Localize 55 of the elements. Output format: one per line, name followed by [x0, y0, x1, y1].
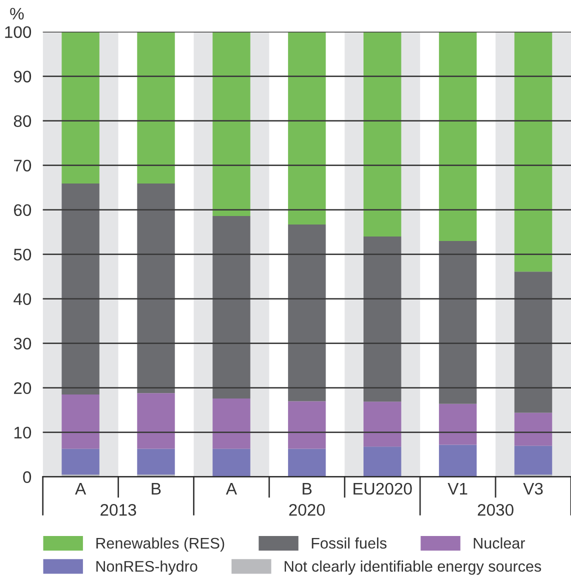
x-tick-label: EU2020	[354, 482, 412, 495]
bar	[62, 32, 100, 184]
y-tick-label: 80	[14, 115, 32, 128]
y-tick-label: 60	[14, 204, 32, 216]
bar	[364, 236, 402, 402]
y-tick-label: 30	[14, 338, 32, 350]
bar	[364, 402, 402, 447]
text: 2020	[289, 504, 325, 516]
x-tick-label: B	[152, 483, 161, 494]
bar	[364, 446, 402, 477]
legend-label: Renewables (RES)	[96, 537, 224, 552]
bar	[212, 448, 250, 477]
bar	[514, 32, 552, 272]
x-tick-label: V3	[523, 482, 543, 495]
bar	[288, 224, 326, 402]
x-tick-label: B	[302, 483, 312, 494]
bar	[137, 32, 175, 184]
bar	[137, 393, 175, 449]
y-axis-title: %	[10, 8, 24, 20]
bar	[212, 398, 250, 449]
text: 2030	[478, 504, 514, 516]
y-tick-label: 70	[14, 160, 32, 172]
bar	[514, 272, 552, 413]
bar	[514, 446, 552, 475]
y-tick-label: 20	[14, 382, 32, 394]
x-tick-label: V1	[448, 483, 468, 494]
legend-label: Nuclear	[474, 537, 525, 549]
legend-label: Not clearly identifiable energy sources	[284, 560, 542, 575]
y-tick-label: 50	[14, 248, 32, 261]
bar	[212, 32, 250, 216]
bar	[438, 404, 477, 445]
bar	[137, 184, 175, 394]
y-tick-label: 90	[14, 70, 32, 82]
bar	[137, 448, 175, 475]
legend-label: NonRES-hydro	[96, 560, 198, 575]
bar	[438, 240, 477, 404]
bar	[62, 184, 100, 395]
text: 2013	[100, 504, 136, 516]
bar	[212, 216, 250, 399]
x-tick-label: A	[75, 483, 86, 494]
x-tick-label: A	[226, 483, 237, 494]
bar	[364, 32, 402, 237]
bar	[514, 412, 552, 446]
legend-label: Fossil fuels	[312, 537, 386, 549]
bar	[288, 401, 326, 449]
bar	[288, 448, 326, 477]
bar	[438, 32, 477, 241]
y-tick-label: 100	[5, 26, 32, 38]
bar	[62, 448, 100, 475]
bar	[288, 32, 326, 224]
y-tick-label: 0	[23, 471, 32, 484]
y-tick-label: 40	[14, 293, 32, 306]
y-tick-label: 10	[14, 426, 32, 439]
bar	[62, 394, 100, 449]
bar	[438, 444, 477, 477]
